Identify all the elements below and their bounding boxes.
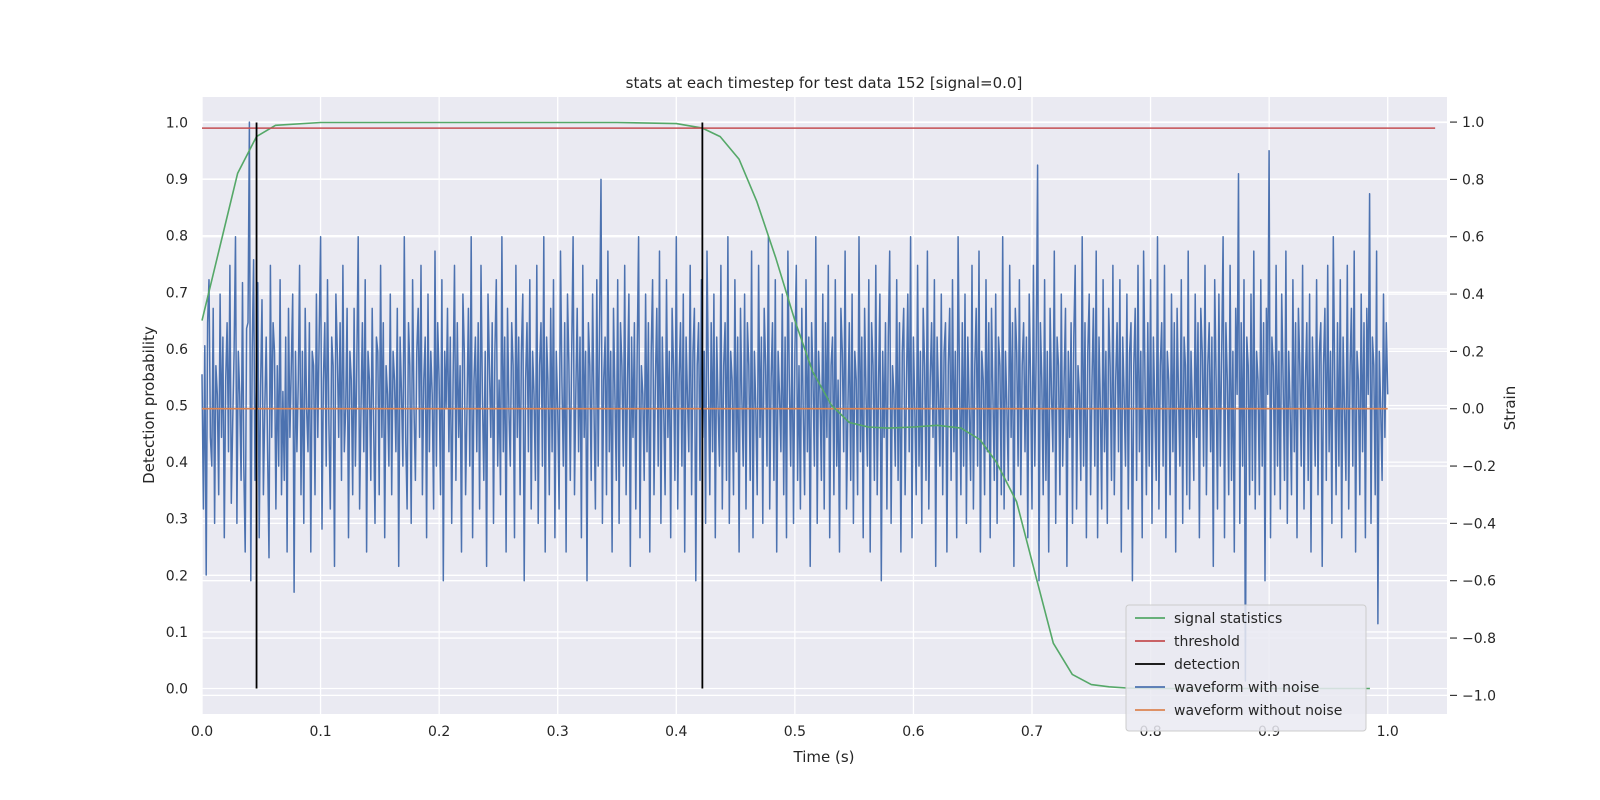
y-right-tick-label: −0.4 [1462, 516, 1496, 532]
legend-box [1125, 604, 1367, 732]
y-right-tick-label: 0.4 [1462, 287, 1484, 303]
legend-label: waveform with noise [1174, 680, 1319, 696]
y-left-tick-label: 0.6 [166, 342, 188, 358]
x-tick-label: 1.0 [1377, 724, 1399, 740]
x-tick-label: 0.6 [902, 724, 924, 740]
y-left-tick-label: 0.7 [166, 285, 188, 301]
y-axis-right-ticks: −1.0 −0.8 −0.6 −0.4 −0.2 0.0 0.2 0.4 0.6 0.8 1.0 [1450, 115, 1496, 704]
y-left-tick-label: 0.1 [166, 625, 188, 641]
x-axis-label: Time (s) [793, 748, 855, 766]
x-tick-label: 0.4 [665, 724, 687, 740]
y-left-tick-label: 0.8 [166, 229, 188, 245]
series-signal-statistics [201, 121, 1370, 690]
x-tick-label: 0.1 [309, 724, 331, 740]
y-left-tick-label: 1.0 [166, 115, 188, 131]
y-left-tick-label: 0.9 [166, 172, 188, 188]
y-right-tick-label: 0.2 [1462, 344, 1484, 360]
x-tick-label: 0.0 [191, 724, 213, 740]
x-tick-label: 0.7 [1021, 724, 1043, 740]
legend-label: detection [1174, 657, 1240, 673]
chart-title: stats at each timestep for test data 152… [626, 74, 1023, 92]
y-right-tick-label: −0.2 [1462, 459, 1496, 475]
y-left-tick-label: 0.5 [166, 399, 188, 415]
series-layer [201, 121, 1436, 690]
y-left-tick-label: 0.0 [166, 682, 188, 698]
y-left-tick-label: 0.4 [166, 455, 188, 471]
y-right-tick-label: −0.8 [1462, 631, 1496, 647]
x-tick-label: 0.5 [784, 724, 806, 740]
y-right-tick-label: −1.0 [1462, 688, 1496, 704]
y-left-tick-label: 0.2 [166, 568, 188, 584]
y-right-tick-label: −0.6 [1462, 574, 1496, 590]
y-right-tick-label: 0.0 [1462, 402, 1484, 418]
x-tick-label: 0.3 [547, 724, 569, 740]
y-axis-right-label: Strain [1501, 386, 1519, 430]
y-axis-left-label: Detection probability [140, 326, 158, 484]
y-axis-left-ticks: 0.0 0.1 0.2 0.3 0.4 0.5 0.6 0.7 0.8 0.9 1.0 [166, 115, 188, 697]
y-right-tick-label: 1.0 [1462, 115, 1484, 131]
y-left-tick-label: 0.3 [166, 512, 188, 528]
legend-label: signal statistics [1174, 611, 1282, 627]
legend-label: waveform without noise [1174, 703, 1342, 719]
series-waveform-with-noise [201, 121, 1389, 682]
legend: signal statistics threshold detection wavef… [1125, 604, 1367, 732]
y-right-tick-label: 0.8 [1462, 172, 1484, 188]
x-tick-label: 0.2 [428, 724, 450, 740]
y-right-tick-label: 0.6 [1462, 230, 1484, 246]
legend-label: threshold [1174, 634, 1240, 650]
